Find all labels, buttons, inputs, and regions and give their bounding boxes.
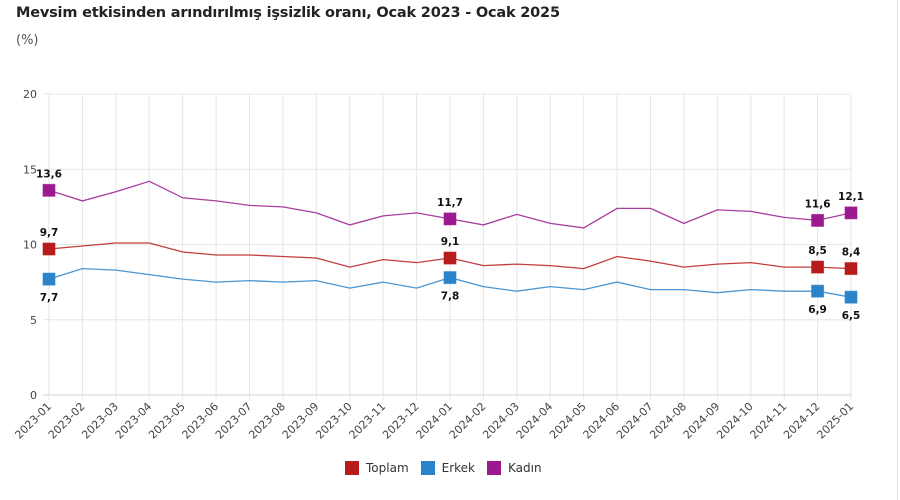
x-axis: 2023-012023-022023-032023-042023-052023-… <box>12 400 856 442</box>
legend-swatch <box>345 461 359 475</box>
y-tick-label: 5 <box>30 314 37 327</box>
data-labels: 9,7 9,1 8,5 8,4 7,7 7,8 6,9 6,5 13,6 11,7 11,6 12,1 <box>36 168 864 322</box>
data-marker <box>844 262 858 276</box>
panel-border <box>897 0 898 500</box>
data-label: 12,1 <box>838 191 864 203</box>
data-label: 6,9 <box>808 304 827 316</box>
data-marker <box>443 251 457 265</box>
data-label: 6,5 <box>842 310 861 322</box>
data-marker <box>42 242 56 256</box>
data-label: 11,6 <box>805 198 831 210</box>
legend-swatch <box>420 461 435 475</box>
y-tick-label: 15 <box>23 163 37 176</box>
data-label: 8,4 <box>842 247 861 259</box>
data-marker <box>443 271 457 285</box>
legend-item-kadın[interactable]: Kadın <box>487 461 542 475</box>
legend-item-toplam[interactable]: Toplam <box>345 461 409 475</box>
y-axis: 0 5 10 15 20 <box>23 88 37 402</box>
data-marker <box>811 260 825 274</box>
data-label: 9,1 <box>441 236 460 248</box>
y-tick-label: 0 <box>30 389 37 402</box>
legend-label: Toplam <box>366 461 409 475</box>
chart-title: Mevsim etkisinden arındırılmış işsizlik … <box>16 5 560 21</box>
data-label: 11,7 <box>437 197 463 209</box>
data-marker <box>42 272 56 286</box>
data-label: 8,5 <box>808 245 827 257</box>
y-tick-label: 10 <box>23 239 37 252</box>
legend-item-erkek[interactable]: Erkek <box>420 461 476 475</box>
chart-unit-label: (%) <box>16 33 39 48</box>
x-tick-label: 2025-01 <box>814 400 856 442</box>
legend-label: Kadın <box>508 461 542 475</box>
data-label: 7,8 <box>441 291 460 303</box>
data-marker <box>811 284 825 298</box>
grid <box>43 93 852 400</box>
legend-swatch <box>487 461 502 475</box>
data-label: 9,7 <box>40 227 59 239</box>
legend-label: Erkek <box>441 461 476 475</box>
data-label: 7,7 <box>40 292 59 304</box>
y-tick-label: 20 <box>23 88 37 101</box>
data-marker <box>42 183 56 197</box>
legend: Toplam Erkek Kadın <box>345 461 542 475</box>
data-label: 13,6 <box>36 168 62 180</box>
data-marker <box>443 212 457 226</box>
data-marker <box>844 206 858 220</box>
data-marker <box>844 290 858 304</box>
data-marker <box>811 213 825 227</box>
series-markers <box>42 183 858 304</box>
